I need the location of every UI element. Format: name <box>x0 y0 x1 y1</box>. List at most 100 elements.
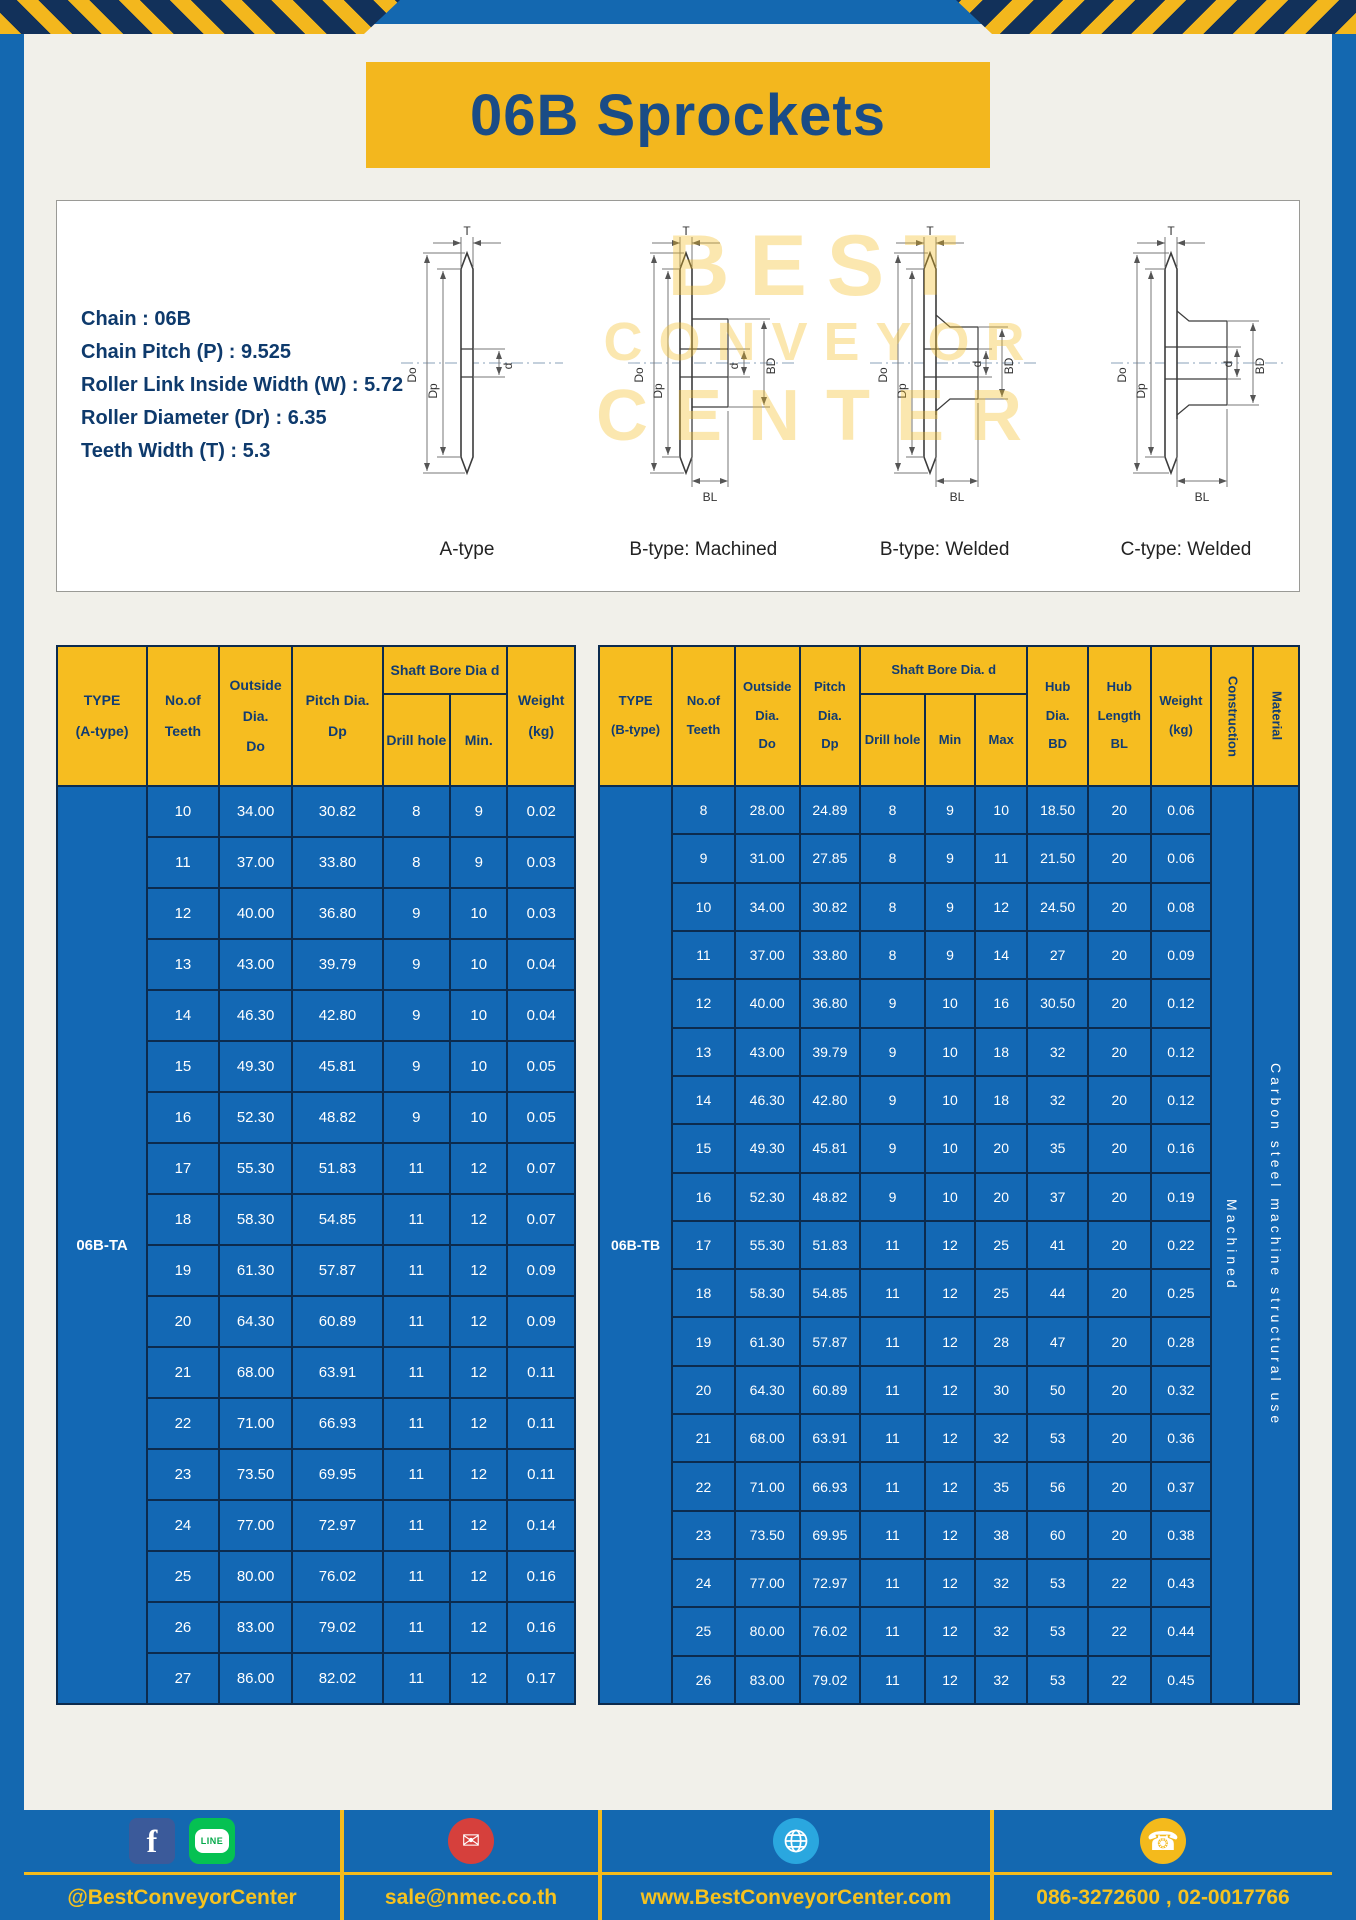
table-row: 10 34.00 30.82 8 9 12 24.50 20 0.08 <box>599 881 1299 932</box>
table-cell: 0.16 <box>506 1550 576 1603</box>
b-type-welded-drawing: T Do Dp d BD BL <box>869 224 1040 504</box>
table-cell: 9 <box>381 1091 452 1144</box>
col-header-type: TYPE (A-type) <box>55 645 149 787</box>
table-cell: 39.79 <box>291 938 384 991</box>
table-cell: 30.50 <box>1026 978 1089 1029</box>
dim-label: Dp <box>426 383 440 399</box>
table-cell: 53 <box>1026 1654 1089 1706</box>
table-cell: 12 <box>923 1557 977 1609</box>
diagram-caption: B-type: Welded <box>879 539 1010 560</box>
table-cell: 14 <box>974 929 1029 981</box>
table-cell: 21 <box>146 1346 220 1399</box>
table-cell: 18 <box>974 1026 1029 1077</box>
col-header-pitch-dia: Pitch Dia. Dp <box>291 645 384 787</box>
table-cell: 35 <box>974 1461 1029 1512</box>
globe-glyph <box>784 1829 808 1853</box>
table-cell: 9 <box>859 1171 926 1222</box>
table-cell: 0.04 <box>506 989 576 1042</box>
table-cell: 68.00 <box>217 1346 294 1399</box>
table-cell: 0.07 <box>506 1193 576 1246</box>
footer-social-handle: @BestConveyorCenter <box>24 1872 340 1920</box>
table-cell: 9 <box>381 938 452 991</box>
a-type-table-header: TYPE (A-type) No.of Teeth Outside Dia. D… <box>55 645 576 787</box>
table-cell: 80.00 <box>217 1550 294 1603</box>
table-cell: 73.50 <box>217 1448 294 1501</box>
table-cell: 12 <box>146 887 220 940</box>
dim-label: d <box>501 363 515 370</box>
table-row: 25 80.00 76.02 11 12 32 53 22 0.44 <box>599 1606 1299 1657</box>
table-cell: 10 <box>923 1123 977 1174</box>
table-cell: 20 <box>974 1123 1029 1174</box>
table-cell: 61.30 <box>733 1316 801 1367</box>
chain-specs: Chain : 06B Chain Pitch (P) : 9.525 Roll… <box>81 303 403 468</box>
email-icon: ✉ <box>448 1818 494 1864</box>
table-cell: 20 <box>146 1295 220 1348</box>
spec-line: Chain Pitch (P) : 9.525 <box>81 341 292 363</box>
table-cell: 43.00 <box>733 1026 801 1077</box>
a-type-drawing: T Do Dp d <box>401 224 563 476</box>
table-cell: 47 <box>1026 1316 1089 1367</box>
table-cell: 12 <box>671 978 736 1029</box>
spec-line: Teeth Width (T) : 5.3 <box>81 440 271 462</box>
table-cell: 63.91 <box>798 1413 862 1464</box>
table-cell: 52.30 <box>217 1091 294 1144</box>
table-cell: 24 <box>671 1557 736 1609</box>
table-cell: 53 <box>1026 1606 1089 1657</box>
envelope-glyph: ✉ <box>461 1828 481 1853</box>
vertical-cell: Carbon steel machine structural use <box>1251 785 1301 1705</box>
table-row: 12 40.00 36.80 9 10 16 30.50 20 0.12 <box>599 978 1299 1029</box>
table-row: 22 71.00 66.93 11 12 35 56 20 0.37 <box>599 1461 1299 1512</box>
table-cell: 11 <box>381 1652 452 1705</box>
footer-social-section: f LINE @BestConveyorCenter <box>24 1810 344 1920</box>
table-cell: 8 <box>671 784 736 836</box>
table-cell: 23 <box>671 1509 736 1561</box>
table-cell: 12 <box>449 1652 509 1705</box>
table-cell: 0.36 <box>1149 1413 1213 1464</box>
table-cell: 25 <box>974 1268 1029 1319</box>
table-cell: 79.02 <box>291 1601 384 1654</box>
table-cell: 82.02 <box>291 1652 384 1705</box>
table-row: 17 55.30 51.83 11 12 25 41 20 0.22 <box>599 1219 1299 1271</box>
table-cell: 8 <box>859 784 926 836</box>
table-cell: 12 <box>449 1499 509 1552</box>
table-cell: 0.06 <box>1149 784 1213 836</box>
table-cell: 58.30 <box>733 1268 801 1319</box>
table-cell: 12 <box>449 1142 509 1195</box>
table-cell: 11 <box>859 1219 926 1271</box>
table-cell: 9 <box>449 785 509 838</box>
table-cell: 11 <box>146 836 220 889</box>
footer-phone-text: 086-3272600 , 02-0017766 <box>994 1872 1332 1920</box>
table-cell: 21 <box>671 1413 736 1464</box>
table-cell: 37.00 <box>733 929 801 981</box>
table-cell: 12 <box>923 1413 977 1464</box>
table-cell: 20 <box>1086 1268 1152 1319</box>
table-cell: 16 <box>974 978 1029 1029</box>
table-cell: 73.50 <box>733 1509 801 1561</box>
table-cell: 0.17 <box>506 1652 576 1705</box>
table-cell: 60 <box>1026 1509 1089 1561</box>
col-header-hub-length: Hub Length BL <box>1086 645 1152 787</box>
footer-social-icons: f LINE <box>24 1810 340 1872</box>
table-cell: 20 <box>1086 1074 1152 1126</box>
table-cell: 12 <box>923 1606 977 1657</box>
table-cell: 0.14 <box>506 1499 576 1552</box>
dim-label: T <box>463 224 471 238</box>
table-cell: 18 <box>146 1193 220 1246</box>
footer-website-section: www.BestConveyorCenter.com <box>602 1810 994 1920</box>
dim-label: BD <box>1253 357 1267 374</box>
table-cell: 13 <box>671 1026 736 1077</box>
table-row: 18 58.30 54.85 11 12 25 44 20 0.25 <box>599 1268 1299 1319</box>
table-cell: 31.00 <box>733 833 801 884</box>
table-cell: 35 <box>1026 1123 1089 1174</box>
table-cell: 0.45 <box>1149 1654 1213 1706</box>
dim-label: T <box>926 224 934 238</box>
table-cell: 9 <box>859 1074 926 1126</box>
vertical-cell: Machined <box>1210 785 1254 1705</box>
table-cell: 11 <box>381 1499 452 1552</box>
table-cell: 34.00 <box>217 785 294 838</box>
hazard-stripe-top-left <box>0 0 400 34</box>
table-cell: 8 <box>859 833 926 884</box>
col-header-min: Min <box>923 693 977 787</box>
table-row: 26 83.00 79.02 11 12 32 53 22 0.45 <box>599 1654 1299 1706</box>
footer-phone-section: ☎ 086-3272600 , 02-0017766 <box>994 1810 1332 1920</box>
